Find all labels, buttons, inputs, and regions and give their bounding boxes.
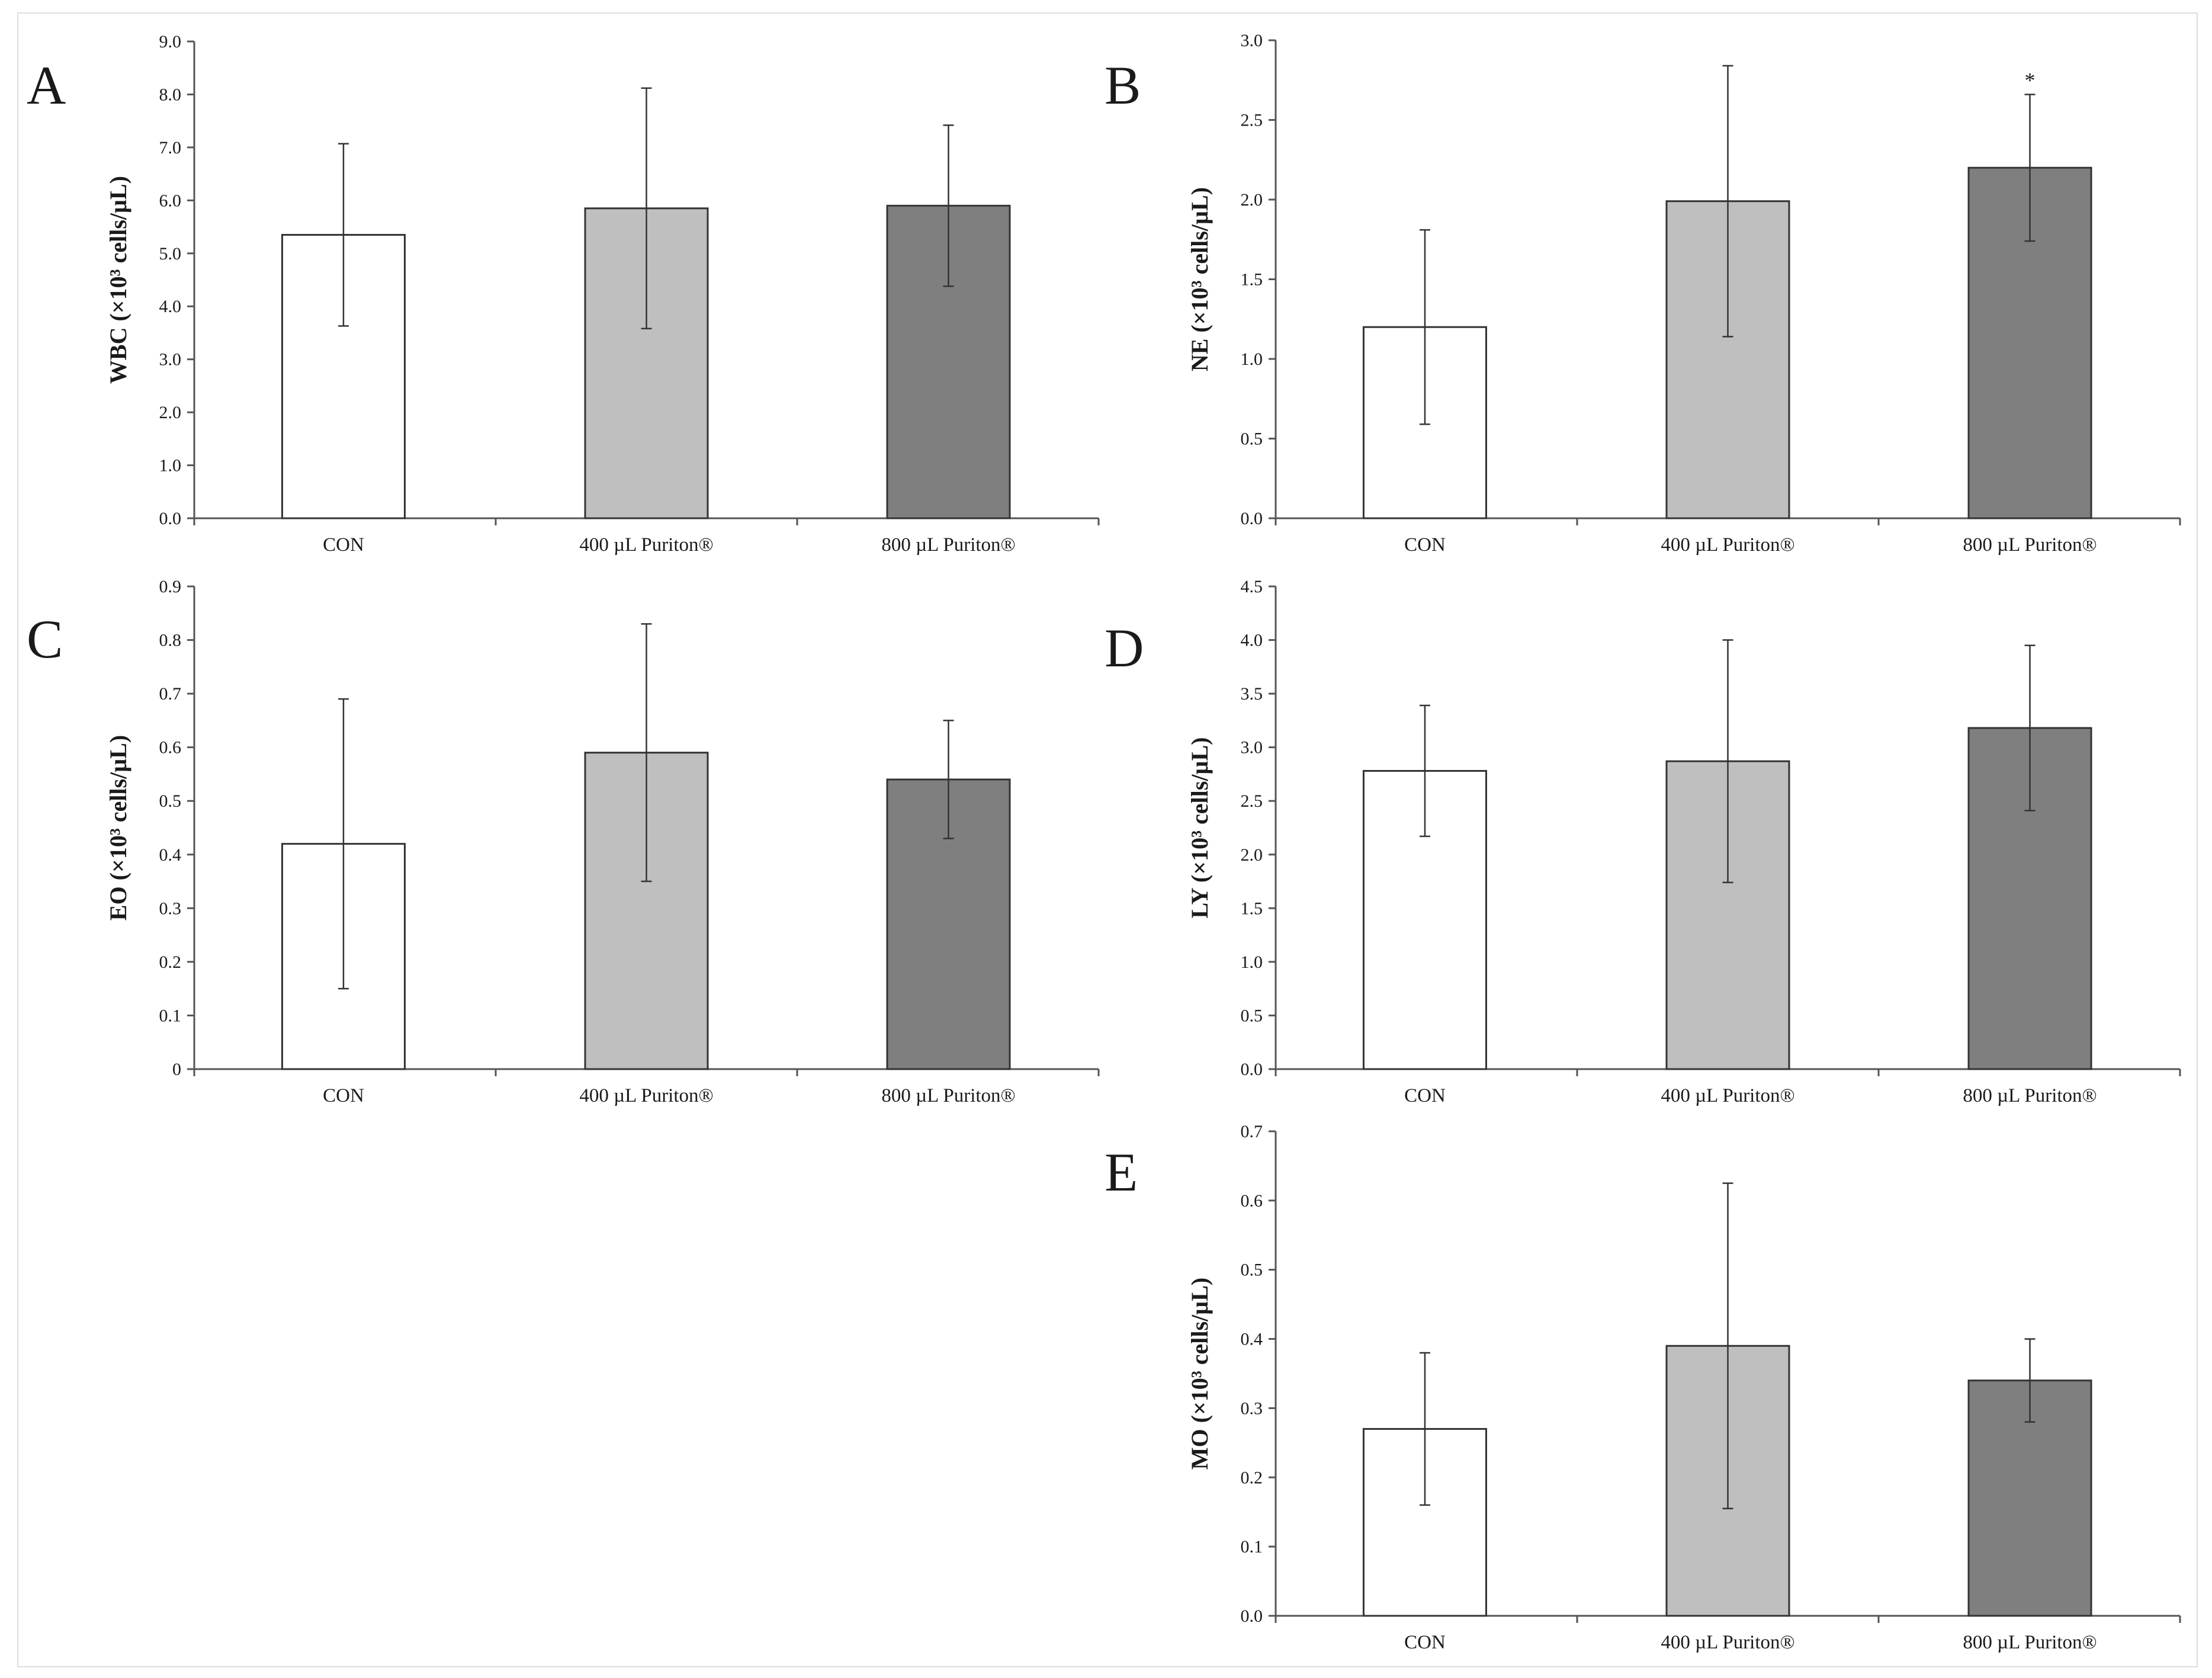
y-tick-label: 7.0 — [159, 138, 182, 158]
y-tick-label: 0.0 — [1241, 509, 1263, 528]
significance-marker: * — [2025, 68, 2036, 92]
category-label: CON — [1404, 534, 1446, 556]
y-tick-label: 2.5 — [1241, 111, 1263, 130]
category-label: 800 µL Puriton® — [1963, 1085, 2097, 1106]
panel-letter: B — [1105, 55, 1141, 115]
y-tick-label: 0.8 — [159, 631, 182, 650]
y-tick-label: 0.4 — [159, 845, 182, 865]
y-axis-title: EO (×10³ cells/µL) — [105, 735, 131, 920]
y-tick-label: 3.5 — [1241, 684, 1263, 704]
figure-frame — [17, 12, 2198, 1667]
category-label: 800 µL Puriton® — [881, 534, 1015, 556]
y-tick-label: 0.1 — [159, 1006, 182, 1025]
y-tick-label: 0.2 — [159, 952, 182, 972]
category-label: CON — [323, 1085, 364, 1106]
y-axis-title: WBC (×10³ cells/µL) — [105, 176, 131, 384]
panels: A WBC (×10³ cells/µL) 0.0 1.0 2.0 3.0 4.0 5.0 6.… — [27, 31, 2181, 1653]
y-tick-label: 5.0 — [159, 244, 182, 264]
y-tick-label: 0.0 — [1241, 1060, 1263, 1079]
category-label: 400 µL Puriton® — [579, 534, 713, 556]
y-axis-title: NE (×10³ cells/µL) — [1186, 187, 1213, 371]
y-tick-label: 0.7 — [159, 684, 182, 704]
y-tick-label: 3.0 — [159, 350, 182, 370]
y-tick-label: 0.6 — [1241, 1191, 1263, 1211]
category-label: 400 µL Puriton® — [1661, 534, 1794, 556]
y-tick-label: 2.0 — [159, 403, 182, 422]
chart-panel-d: D LY (×10³ cells/µL) 0.0 0.5 1.0 1.5 2.0 2.5 3.0… — [1105, 577, 2181, 1106]
y-tick-label: 3.0 — [1241, 738, 1263, 758]
panel-letter: A — [27, 55, 66, 115]
y-tick-label: 0.1 — [1241, 1537, 1263, 1557]
y-tick-label: 0.5 — [1241, 1260, 1263, 1280]
y-axis-title: LY (×10³ cells/µL) — [1186, 737, 1213, 919]
y-tick-label: 0.6 — [159, 738, 182, 758]
y-tick-label: 4.5 — [1241, 577, 1263, 596]
y-tick-label: 0.2 — [1241, 1468, 1263, 1487]
y-tick-label: 0.0 — [1241, 1606, 1263, 1626]
chart-panel-c: C EO (×10³ cells/µL) 0 0.1 0.2 0.3 0.4 0.5 0.6 0.… — [27, 577, 1100, 1106]
y-tick-label: 0.0 — [159, 509, 182, 528]
y-tick-label: 0.5 — [1241, 1006, 1263, 1025]
y-tick-label: 8.0 — [159, 85, 182, 104]
chart-panel-e: E MO (×10³ cells/µL) 0.0 0.1 0.2 0.3 0.4 0.5 0.6… — [1105, 1122, 2181, 1653]
y-tick-label: 1.5 — [1241, 899, 1263, 918]
bar-400-puriton — [584, 207, 709, 519]
y-tick-label: 1.0 — [1241, 952, 1263, 972]
category-label: 400 µL Puriton® — [579, 1085, 713, 1106]
category-label: CON — [323, 534, 364, 556]
y-tick-label: 0.5 — [159, 791, 182, 811]
y-axis-title: MO (×10³ cells/µL) — [1186, 1278, 1213, 1470]
y-tick-label: 3.0 — [1241, 31, 1263, 50]
category-label: 800 µL Puriton® — [881, 1085, 1015, 1106]
y-tick-label: 4.0 — [159, 297, 182, 316]
y-tick-label: 2.0 — [1241, 190, 1263, 210]
y-tick-label: 0.5 — [1241, 429, 1263, 449]
y-tick-label: 1.5 — [1241, 270, 1263, 290]
y-tick-label: 0.3 — [159, 899, 182, 918]
category-label: 800 µL Puriton® — [1963, 534, 2097, 556]
y-tick-label: 0.9 — [159, 577, 182, 596]
chart-panel-b: B NE (×10³ cells/µL) 0.0 0.5 1.0 1.5 2.0 2.5 3.0… — [1105, 31, 2181, 556]
y-tick-label: 9.0 — [159, 32, 182, 52]
category-label: 400 µL Puriton® — [1661, 1085, 1794, 1106]
y-tick-label: 4.0 — [1241, 631, 1263, 650]
y-tick-label: 0.7 — [1241, 1122, 1263, 1141]
y-tick-label: 0 — [172, 1060, 181, 1079]
y-tick-label: 2.5 — [1241, 791, 1263, 811]
panel-letter: E — [1105, 1142, 1138, 1202]
y-tick-label: 0.3 — [1241, 1398, 1263, 1418]
y-tick-label: 1.0 — [159, 456, 182, 476]
category-label: 800 µL Puriton® — [1963, 1632, 2097, 1653]
category-label: CON — [1404, 1085, 1446, 1106]
category-label: CON — [1404, 1632, 1446, 1653]
panel-letter: D — [1105, 618, 1144, 678]
y-tick-label: 0.4 — [1241, 1330, 1263, 1349]
y-tick-label: 1.0 — [1241, 349, 1263, 369]
category-label: 400 µL Puriton® — [1661, 1632, 1794, 1653]
chart-panel-a: A WBC (×10³ cells/µL) 0.0 1.0 2.0 3.0 4.0 5.0 6.… — [27, 32, 1100, 556]
y-tick-label: 2.0 — [1241, 845, 1263, 865]
panel-letter: C — [27, 609, 63, 669]
y-tick-label: 6.0 — [159, 191, 182, 210]
